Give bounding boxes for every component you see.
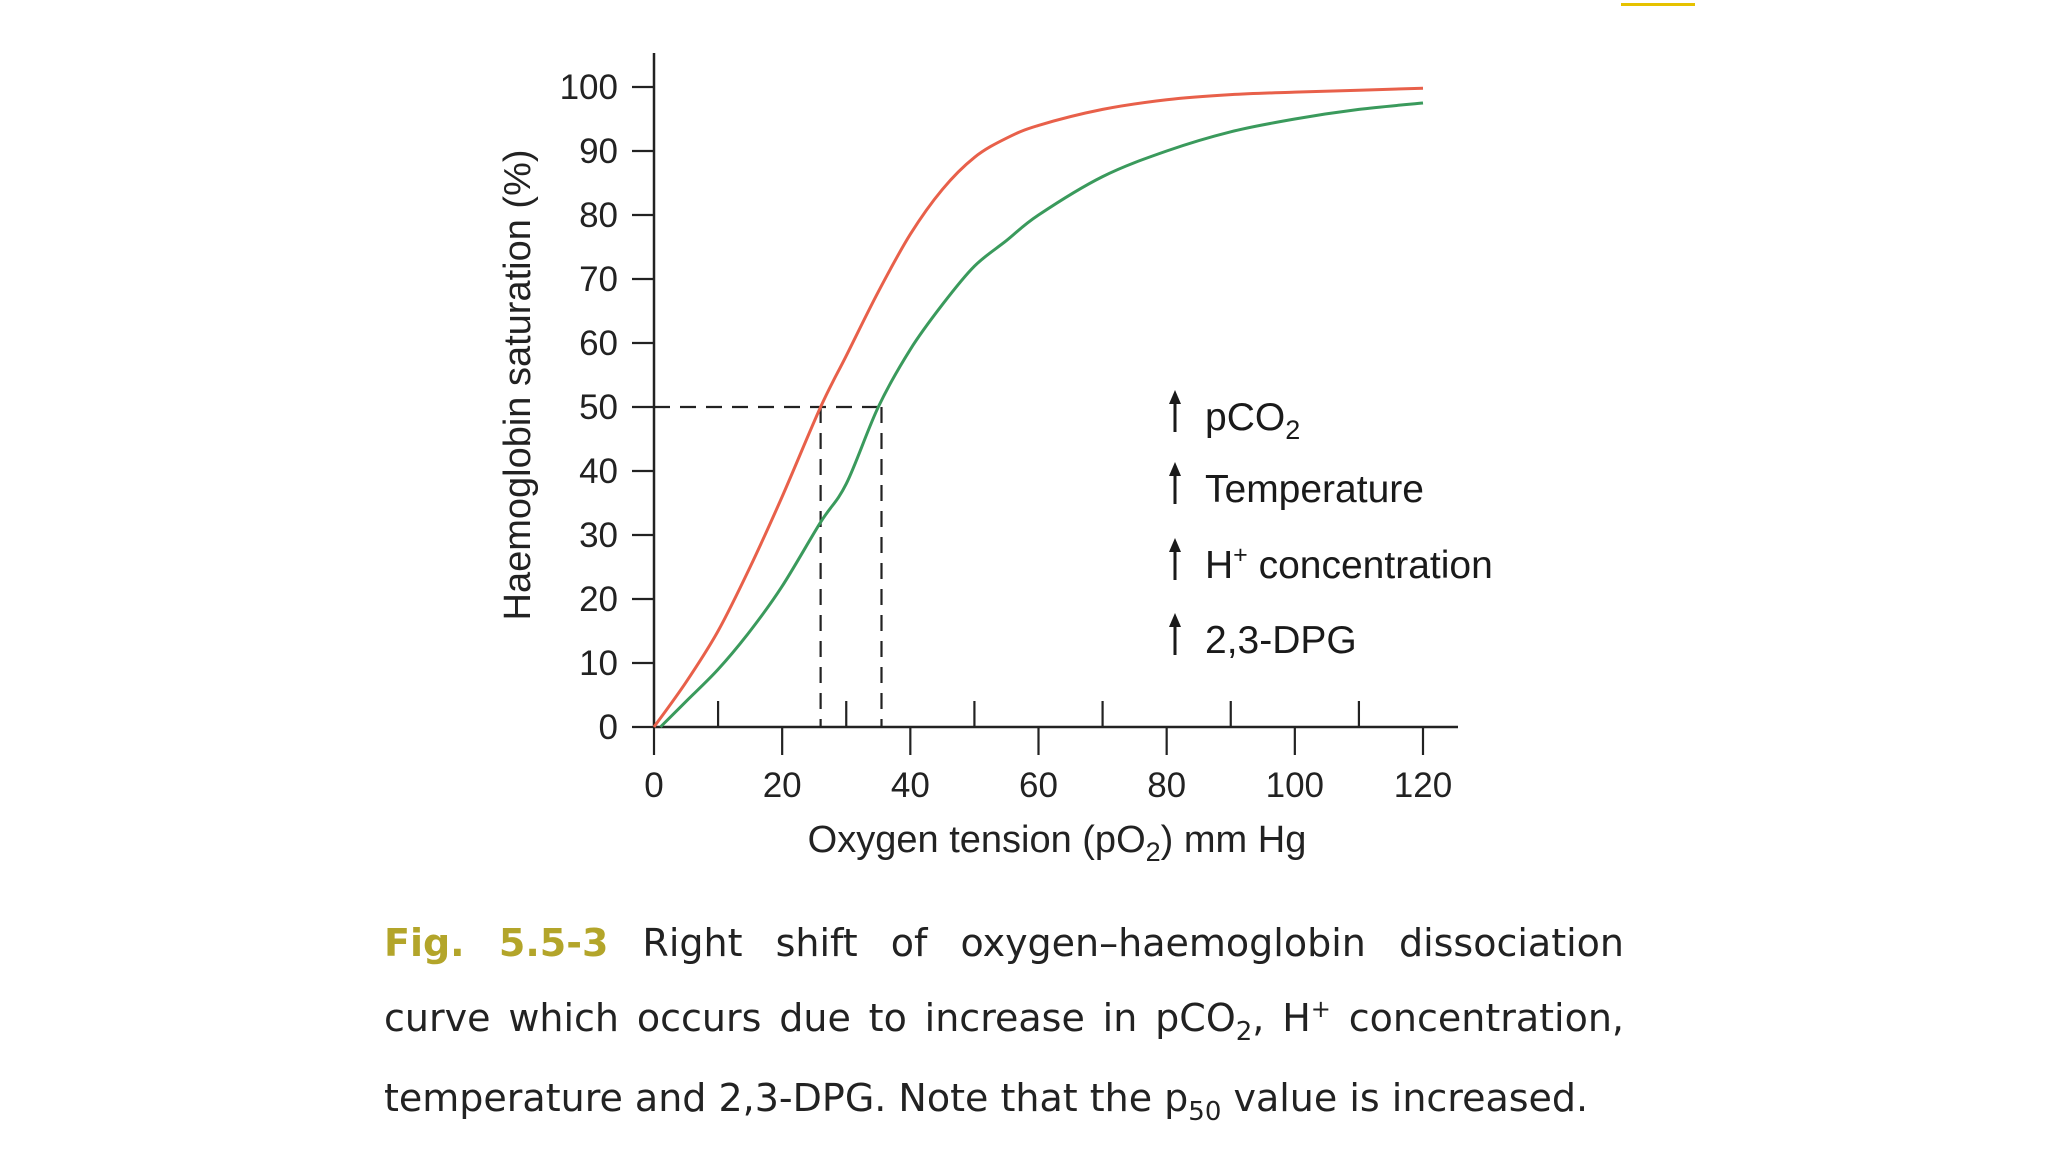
- x-tick-label: 60: [1019, 766, 1058, 805]
- legend-label: H+ concentration: [1205, 541, 1493, 587]
- legend-item-3: H+ concentration: [1169, 538, 1493, 587]
- legend-item-4: 2,3-DPG: [1169, 613, 1357, 662]
- caption-line-2-c: concentration,: [1330, 996, 1624, 1040]
- y-tick-label: 0: [599, 708, 618, 747]
- x-tick-label: 120: [1394, 766, 1452, 805]
- caption-line-1: Fig. 5.5-3 Right shift of oxygen–haemoglo…: [384, 910, 1624, 976]
- y-tick-label: 80: [579, 196, 618, 235]
- y-tick-label: 70: [579, 260, 618, 299]
- y-tick-label: 90: [579, 132, 618, 171]
- chart-axes: [652, 53, 1458, 729]
- dissociation-curves: [652, 86, 1424, 729]
- x-tick-label: 80: [1147, 766, 1186, 805]
- caption-line-2-a: curve which occurs due to increase in pC…: [384, 996, 1236, 1040]
- caption-line-2-sup: +: [1310, 995, 1331, 1023]
- y-axis-title: Haemoglobin saturation (%): [497, 149, 539, 620]
- up-arrow-head-icon: [1169, 613, 1181, 627]
- curve-series-2: [659, 101, 1424, 729]
- axis-ticks: 0 10 20 30 40 50 60 70 80 90 100 0 20 40 60 80 100 120: [560, 68, 1453, 805]
- x-tick-label: 40: [891, 766, 930, 805]
- x-axis-title: Oxygen tension (pO2) mm Hg: [808, 819, 1307, 867]
- up-arrow-head-icon: [1169, 462, 1181, 476]
- legend-label: 2,3-DPG: [1205, 619, 1357, 662]
- y-tick-label: 40: [579, 452, 618, 491]
- caption-line-2: curve which occurs due to increase in pC…: [384, 976, 1624, 1065]
- up-arrow-head-icon: [1169, 538, 1181, 552]
- figure-label: Fig. 5.5-3: [384, 921, 609, 965]
- x-tick-label: 0: [644, 766, 663, 805]
- curve-series-1: [652, 86, 1424, 728]
- x-tick-label: 20: [763, 766, 802, 805]
- legend-label: Temperature: [1205, 468, 1424, 511]
- y-tick-label: 60: [579, 324, 618, 363]
- caption-line-3-b: value is increased.: [1221, 1076, 1589, 1120]
- x-tick-label: 100: [1266, 766, 1324, 805]
- legend-label: pCO2: [1205, 396, 1300, 445]
- p50-guides: [654, 405, 883, 727]
- shift-factors-legend: pCO2 Temperature H+ concentration 2,3-DPG: [1169, 390, 1493, 662]
- y-tick-label: 20: [579, 580, 618, 619]
- oxygen-haemoglobin-chart: 0 10 20 30 40 50 60 70 80 90 100 0 20 40 60 80 100 120 pC…: [497, 53, 1493, 867]
- caption-line-1-text: Right shift of oxygen–haemoglobin dissoc…: [642, 921, 1624, 965]
- caption-line-3-a: temperature and 2,3-DPG. Note that the p: [384, 1076, 1189, 1120]
- y-tick-label: 10: [579, 644, 618, 683]
- top-accent-mark: [1621, 3, 1695, 6]
- y-tick-label: 50: [579, 388, 618, 427]
- figure-caption: Fig. 5.5-3 Right shift of oxygen–haemoglo…: [384, 910, 1624, 1145]
- caption-line-2-b: , H: [1252, 996, 1311, 1040]
- legend-item-2: Temperature: [1169, 462, 1424, 511]
- caption-line-3-sub: 50: [1188, 1097, 1222, 1127]
- caption-line-2-sub: 2: [1235, 1017, 1253, 1047]
- y-tick-label: 100: [560, 68, 618, 107]
- caption-line-3: temperature and 2,3-DPG. Note that the p…: [384, 1065, 1624, 1145]
- up-arrow-head-icon: [1169, 390, 1181, 404]
- legend-item-1: pCO2: [1169, 390, 1300, 445]
- y-tick-label: 30: [579, 516, 618, 555]
